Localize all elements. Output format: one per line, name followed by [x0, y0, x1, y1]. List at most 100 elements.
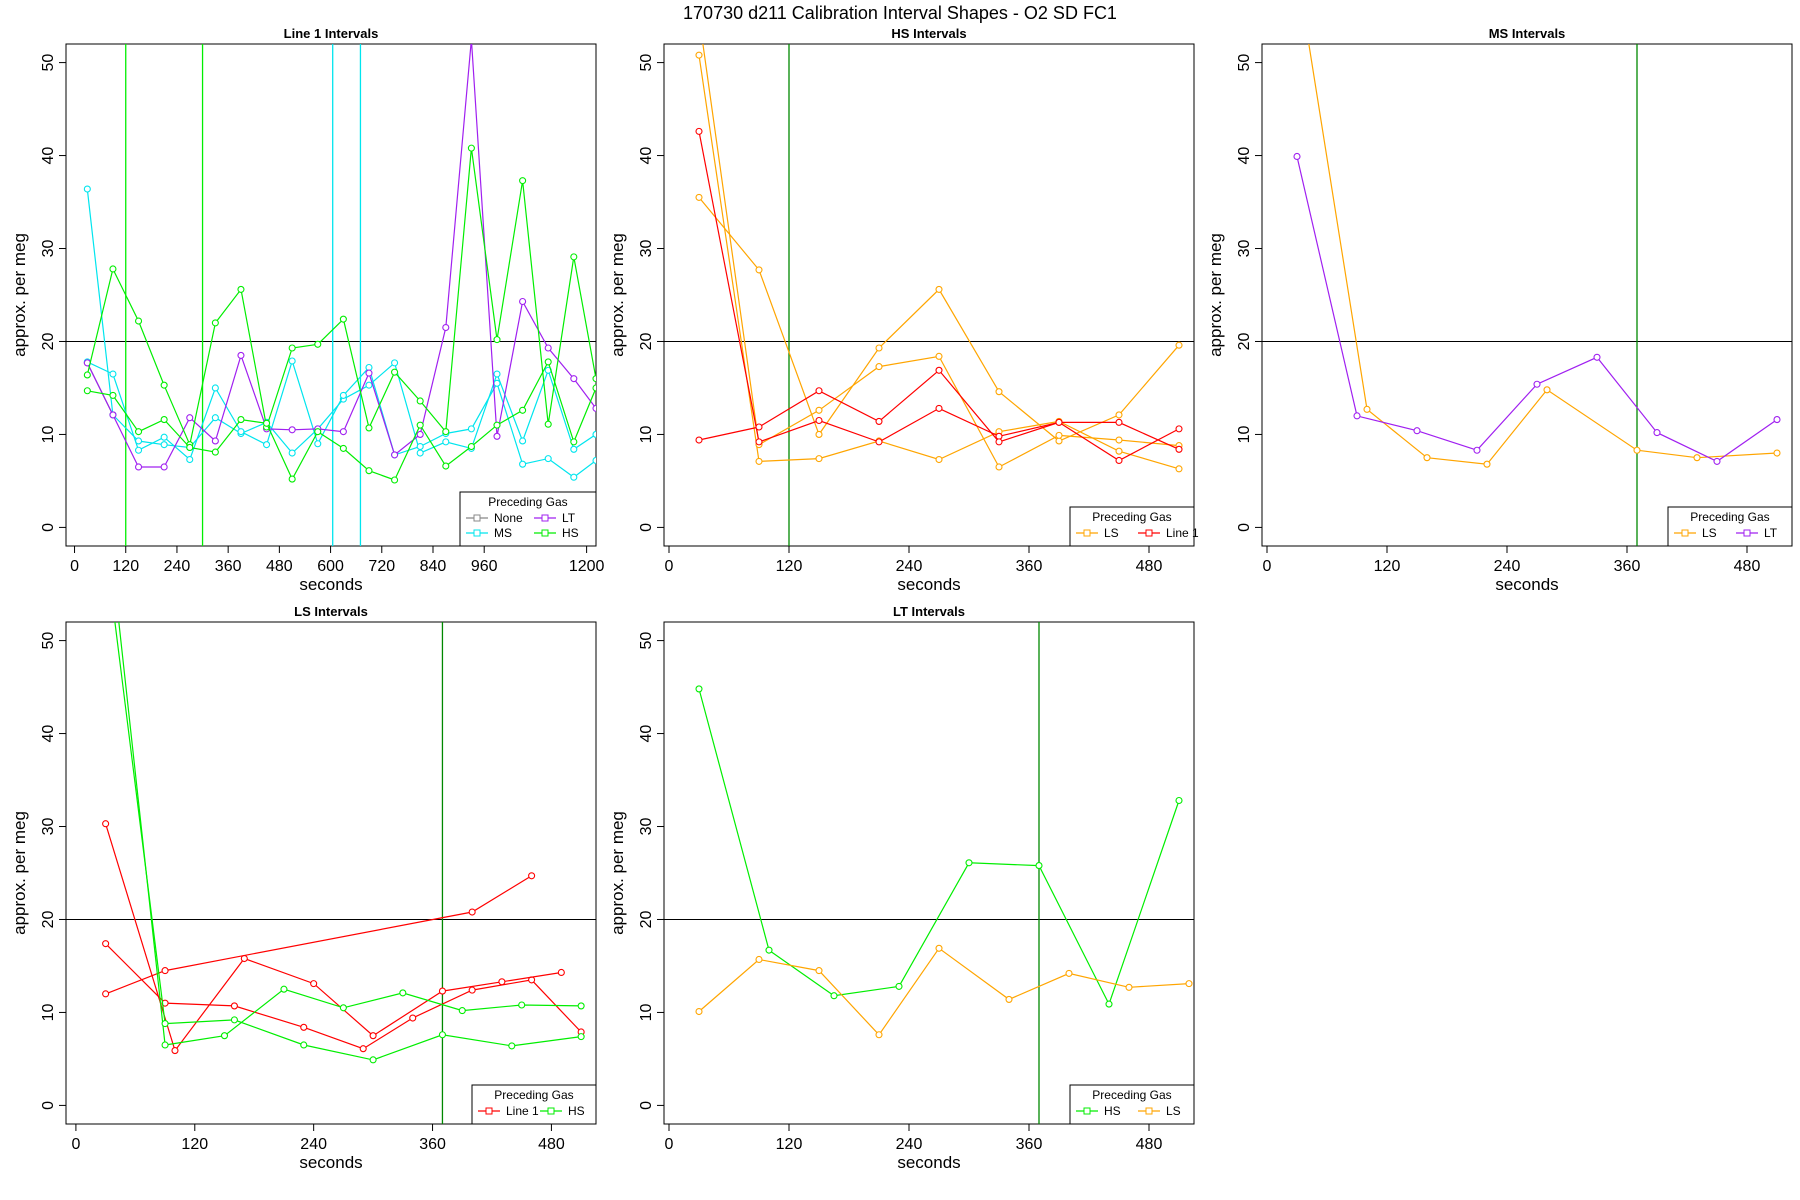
data-point: [935, 285, 943, 293]
series-line: [698, 688, 1180, 1006]
data-point: [288, 475, 296, 483]
data-point: [365, 381, 373, 389]
data-point: [995, 463, 1003, 471]
data-point: [875, 417, 883, 425]
panel-title: LT Intervals: [893, 604, 965, 619]
data-point: [1363, 405, 1371, 413]
y-tick-label: 20: [40, 332, 57, 350]
legend-marker: [1083, 1107, 1091, 1115]
data-point: [1105, 1000, 1113, 1008]
x-tick-label: 0: [665, 1136, 674, 1153]
x-tick-label: 120: [776, 1136, 803, 1153]
data-point: [109, 370, 117, 378]
y-axis-label: approx. per meg: [608, 233, 627, 357]
data-point: [544, 420, 552, 428]
y-tick-label: 50: [40, 54, 57, 72]
data-point: [1353, 412, 1361, 420]
series-line: [86, 44, 596, 468]
data-point: [399, 989, 407, 997]
data-point: [161, 1020, 169, 1028]
data-point: [211, 414, 219, 422]
series-line: [698, 197, 1180, 442]
x-tick-label: 240: [896, 558, 923, 575]
data-point: [1115, 436, 1123, 444]
series-line: [1296, 156, 1778, 463]
panel-5: LT Intervals 0 120 240 360 480 0 10 20 30 40 50 seco…: [608, 604, 1195, 1172]
data-point: [1713, 457, 1721, 465]
plot-frame: [65, 43, 597, 547]
data-point: [1115, 418, 1123, 426]
legend-box: [459, 491, 597, 547]
data-point: [186, 414, 194, 422]
x-tick-label: 360: [1016, 558, 1043, 575]
legend-label: LT: [562, 511, 576, 525]
y-tick-label: 40: [638, 147, 655, 165]
legend-title: Preceding Gas: [1092, 1088, 1171, 1102]
data-point: [109, 411, 117, 419]
y-tick-label: 10: [638, 1003, 655, 1021]
data-point: [1115, 456, 1123, 465]
y-tick-label: 0: [40, 1101, 57, 1110]
legend-title: Preceding Gas: [488, 495, 567, 509]
plot-area: [1262, 44, 1792, 546]
data-point: [592, 375, 596, 383]
y-axis-label: approx. per meg: [10, 811, 29, 935]
x-tick-label: 1200: [569, 558, 605, 575]
data-point: [103, 498, 109, 504]
x-axis-label: seconds: [299, 575, 362, 594]
x-tick-label: 120: [181, 1136, 208, 1153]
data-point: [314, 340, 322, 348]
y-tick-label: 10: [40, 425, 57, 443]
data-point: [442, 438, 450, 446]
data-point: [1773, 449, 1781, 457]
data-point: [467, 144, 475, 152]
y-tick-label: 40: [40, 147, 57, 165]
x-axis-label: seconds: [897, 575, 960, 594]
data-point: [1055, 418, 1063, 426]
x-tick-label: 480: [1136, 558, 1163, 575]
legend-label: MS: [494, 526, 512, 540]
data-point: [1423, 454, 1431, 462]
data-point: [493, 421, 501, 429]
data-point: [493, 370, 501, 378]
legend-label: LS: [1104, 526, 1119, 540]
data-point: [280, 985, 288, 993]
data-point: [875, 363, 883, 371]
y-tick-label: 0: [638, 1101, 655, 1110]
data-point: [1473, 446, 1481, 454]
data-point: [508, 1042, 516, 1050]
plot-frame: [65, 621, 597, 1125]
data-point: [468, 36, 474, 42]
data-point: [438, 1031, 446, 1039]
x-tick-label: 480: [538, 1136, 565, 1153]
data-point: [339, 1004, 347, 1012]
data-point: [300, 1041, 308, 1049]
legend-marker: [1681, 529, 1689, 537]
data-point: [160, 441, 168, 449]
data-point: [592, 404, 596, 412]
data-point: [1773, 416, 1781, 424]
data-point: [263, 419, 271, 427]
data-point: [161, 1041, 169, 1049]
data-point: [1533, 380, 1541, 388]
x-tick-label: 840: [420, 558, 447, 575]
x-tick-label: 0: [665, 558, 674, 575]
x-tick-label: 240: [1494, 558, 1521, 575]
data-point: [263, 441, 271, 449]
y-tick-label: 10: [1236, 425, 1253, 443]
data-point: [1185, 980, 1193, 988]
data-point: [416, 442, 424, 451]
legend-label: HS: [562, 526, 579, 540]
data-point: [468, 908, 476, 916]
data-point: [171, 1047, 179, 1055]
panel-4: LS Intervals 0 120 240 360 480 0 10 20 30 40 50 seco…: [10, 498, 597, 1172]
legend-label: LS: [1166, 1104, 1181, 1118]
data-point: [695, 436, 703, 444]
data-point: [1693, 454, 1701, 462]
data-point: [468, 986, 476, 994]
data-point: [339, 428, 347, 436]
data-point: [134, 446, 143, 454]
series-line: [1308, 44, 1778, 465]
data-point: [467, 442, 475, 451]
y-tick-label: 50: [1236, 54, 1253, 72]
